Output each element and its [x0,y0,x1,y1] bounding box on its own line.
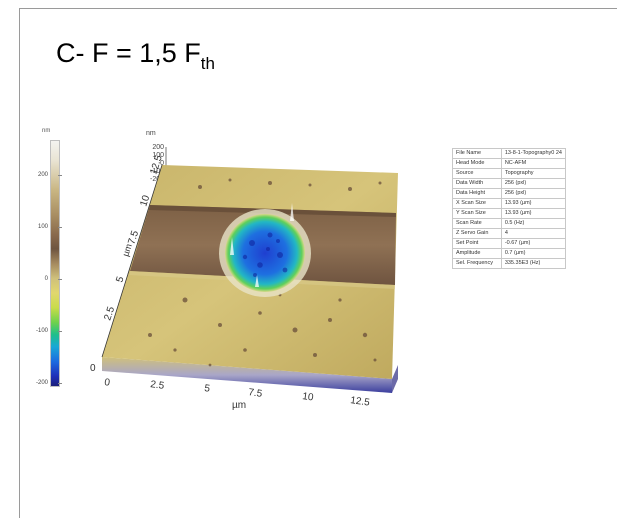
afm-front-side [102,357,392,393]
slide-title-main: C- F = 1,5 F [56,38,201,68]
scan-info-label: Amplitude [452,248,502,259]
scan-info-value: -0.67 (µm) [500,238,567,249]
scan-info-value: 13.93 (µm) [500,208,567,219]
color-scale-tick: -200 [35,380,48,386]
y-axis-tick: 10 [138,194,152,208]
scan-info-row: X Scan Size 13.93 (µm) [452,198,567,209]
scan-info-row: Sel. Frequency 335.35E3 (Hz) [452,258,567,269]
slide-frame-top [19,8,617,9]
y-axis-tick: 7.5 [126,229,141,246]
scan-info-value: NC-AFM [500,158,567,169]
color-scale-tick: 200 [37,172,48,178]
y-axis-label: µm [120,242,133,257]
color-scale-tick-mark [58,383,62,384]
color-scale-tick: 100 [37,224,48,230]
y-axis-tick: 2.5 [102,305,117,322]
crater-spikes [230,203,294,287]
x-axis-tick: 0 [104,377,111,389]
scan-info-value: 4 [500,228,567,239]
scan-info-label: Z Servo Gain [452,228,502,239]
scan-info-row: Source Topography [452,168,567,179]
scan-info-row: Amplitude 0.7 (µm) [452,248,567,259]
scan-info-label: Sel. Frequency [452,258,502,269]
z-axis-unit: nm [146,130,156,137]
x-axis-tick: 7.5 [248,387,264,400]
scan-info-label: File Name [452,148,502,159]
scan-info-label: Source [452,168,502,179]
slide-title-subscript: th [200,54,215,73]
z-axis-tick: 200 [152,144,164,151]
y-axis-line [101,164,163,358]
scan-info-value: 256 (pxl) [500,178,567,189]
color-scale-tick-mark [58,331,62,332]
scan-info-label: Set Point [452,238,502,249]
color-scale-unit: nm [42,128,51,134]
scan-info-label: X Scan Size [452,198,502,209]
afm-right-side [392,365,398,393]
y-axis-tick: 5 [114,275,126,284]
scan-info-value: 13.93 (µm) [500,198,567,209]
scan-info-value: Topography [500,168,567,179]
z-axis-tick: -200 [150,176,164,183]
color-scale: nm 200 100 0 -100 -200 [26,128,76,398]
x-axis-label: µm [232,400,246,411]
x-axis-tick: 10 [302,391,315,404]
color-scale-tick-mark [58,279,62,280]
scan-info-label: Data Width [452,178,502,189]
x-axis-tick: 2.5 [150,379,166,392]
color-scale-tick: 0 [44,276,48,282]
origin-label: 0 [90,363,96,374]
scan-info-value: 13-8-1-Topography0 24 [500,148,567,159]
scan-info-value: 256 (pxl) [500,188,567,199]
color-scale-tick: -100 [35,328,48,334]
scan-info-table: File Name 13-8-1-Topography0 24 Head Mode N… [452,148,567,269]
x-axis-tick: 5 [204,383,211,395]
color-scale-bar [50,140,60,387]
scan-info-label: Y Scan Size [452,208,502,219]
slide-frame-left [19,8,20,518]
afm-topography-3d: nm 200 100 0 -100 -200 0 2.5 5 7.5 10 12… [90,130,398,411]
scan-info-row: Scan Rate 0.5 (Hz) [452,218,567,229]
color-scale-tick-mark [58,175,62,176]
scan-info-value: 0.7 (µm) [500,248,567,259]
scan-info-label: Scan Rate [452,218,502,229]
scan-info-row: Set Point -0.67 (µm) [452,238,567,249]
scan-info-row: Data Height 256 (pxl) [452,188,567,199]
z-axis-tick: -100 [150,168,164,175]
scan-info-value: 0.5 (Hz) [500,218,567,229]
scan-info-label: Data Height [452,188,502,199]
crater-texture [242,232,288,277]
scan-info-row: Z Servo Gain 4 [452,228,567,239]
z-axis-tick: 0 [160,160,164,167]
slide-title: C- F = 1,5 Fth [56,38,215,74]
color-scale-tick-mark [58,227,62,228]
scan-info-row: Head Mode NC-AFM [452,158,567,169]
scan-info-row: Data Width 256 (pxl) [452,178,567,189]
scan-info-rows: File Name 13-8-1-Topography0 24 Head Mode N… [452,148,567,269]
afm-surface-debris [148,178,382,367]
scan-info-value: 335.35E3 (Hz) [500,258,567,269]
crater [225,214,305,292]
scan-info-label: Head Mode [452,158,502,169]
z-axis-tick: 100 [152,152,164,159]
x-axis-tick: 12.5 [350,395,371,409]
scan-info-row: File Name 13-8-1-Topography0 24 [452,148,567,159]
scan-info-row: Y Scan Size 13.93 (µm) [452,208,567,219]
